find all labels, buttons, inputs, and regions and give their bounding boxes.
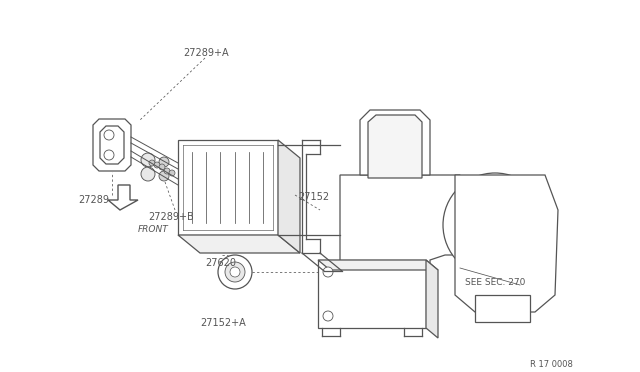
Text: 27289+B: 27289+B — [148, 212, 194, 222]
Circle shape — [141, 153, 155, 167]
Circle shape — [159, 164, 165, 170]
Text: 27152: 27152 — [298, 192, 329, 202]
Circle shape — [159, 171, 169, 181]
Polygon shape — [340, 175, 460, 310]
Circle shape — [104, 150, 114, 160]
Polygon shape — [475, 295, 530, 322]
Circle shape — [104, 130, 114, 140]
Polygon shape — [455, 175, 558, 312]
Polygon shape — [178, 235, 300, 253]
Circle shape — [154, 162, 160, 168]
Text: 27289+A: 27289+A — [183, 48, 228, 58]
Circle shape — [443, 173, 547, 277]
Circle shape — [323, 311, 333, 321]
Polygon shape — [360, 110, 430, 175]
Polygon shape — [318, 260, 426, 328]
Text: FRONT: FRONT — [138, 225, 169, 234]
Polygon shape — [108, 185, 138, 210]
Circle shape — [149, 160, 155, 166]
Polygon shape — [318, 260, 438, 270]
Circle shape — [470, 200, 520, 250]
Circle shape — [230, 267, 240, 277]
Circle shape — [164, 168, 170, 174]
Polygon shape — [93, 119, 131, 171]
Polygon shape — [368, 115, 422, 178]
Circle shape — [218, 255, 252, 289]
Text: SEE SEC. 270: SEE SEC. 270 — [465, 278, 525, 287]
Text: R 17 0008: R 17 0008 — [530, 360, 573, 369]
Text: 27289: 27289 — [78, 195, 109, 205]
Polygon shape — [426, 260, 438, 338]
Circle shape — [225, 262, 245, 282]
Circle shape — [323, 267, 333, 277]
Circle shape — [491, 221, 499, 229]
Polygon shape — [278, 140, 300, 253]
Text: 27620: 27620 — [205, 258, 236, 268]
Circle shape — [141, 167, 155, 181]
Polygon shape — [178, 140, 278, 235]
Text: 27152+A: 27152+A — [200, 318, 246, 328]
Circle shape — [159, 157, 169, 167]
Circle shape — [169, 170, 175, 176]
